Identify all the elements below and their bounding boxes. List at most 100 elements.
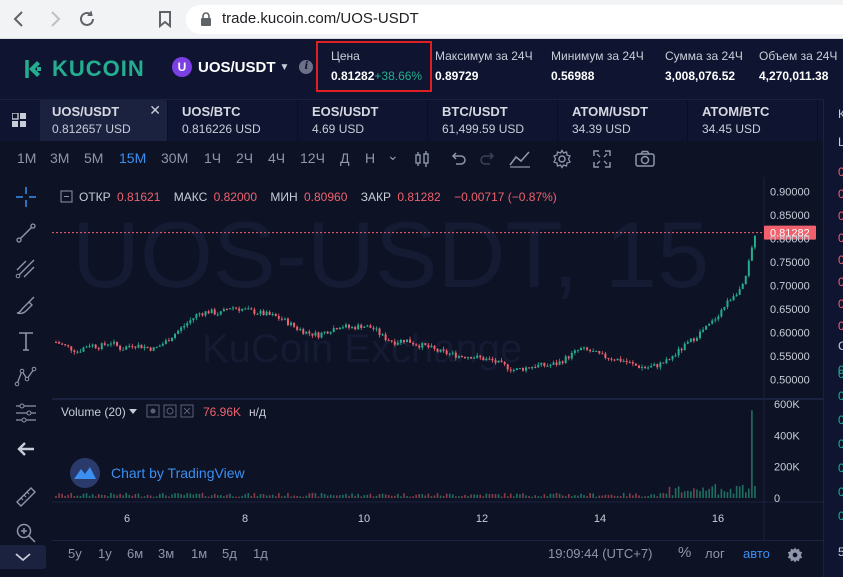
indicators-icon[interactable] [508, 149, 532, 169]
candle-body [561, 361, 564, 364]
bookmark-icon[interactable] [154, 8, 176, 30]
info-icon[interactable]: i [299, 60, 314, 74]
volume-bar [369, 493, 372, 498]
tab-atom-btc[interactable]: ATOM/BTC 34.45 USD [690, 100, 818, 142]
timeframe-30m[interactable]: 30М [161, 150, 189, 166]
volume-bar [561, 495, 564, 498]
address-bar[interactable]: trade.kucoin.com/UOS-USDT [186, 5, 843, 34]
volume-settings-icon[interactable] [163, 404, 177, 418]
range-1d[interactable]: 1д [253, 546, 268, 561]
trend-line-icon[interactable] [14, 221, 38, 245]
volume-bar [67, 494, 70, 498]
candle-body [164, 340, 167, 344]
timeframe-4h[interactable]: 4Ч [268, 150, 286, 166]
redo-icon[interactable] [478, 149, 498, 169]
candles-icon[interactable] [412, 149, 432, 169]
tab-eos-usdt[interactable]: EOS/USDT 4.69 USD [300, 100, 428, 142]
timeframe-day[interactable]: Д [340, 150, 350, 166]
range-5y[interactable]: 5y [68, 546, 82, 561]
candle-body [222, 308, 225, 312]
volume-bar [278, 493, 280, 498]
tab-uos-btc[interactable]: UOS/BTC 0.816226 USD [170, 100, 298, 142]
volume-bar [354, 495, 356, 498]
price-tick-label: 0.90000 [770, 187, 810, 199]
chart-background [52, 177, 823, 540]
candle-body [521, 368, 524, 371]
undo-icon[interactable] [448, 149, 468, 169]
back-icon[interactable] [8, 8, 30, 30]
auto-toggle[interactable]: авто [743, 546, 770, 561]
percent-toggle[interactable]: % [678, 544, 692, 561]
timeframe-5m[interactable]: 5М [84, 150, 104, 166]
reload-icon[interactable] [76, 8, 98, 30]
range-3m[interactable]: 3м [158, 546, 175, 561]
volume-bar [110, 492, 112, 498]
timeframe-12h[interactable]: 12Ч [300, 150, 325, 166]
candle-body [109, 343, 112, 345]
settings-gear-icon[interactable] [552, 149, 572, 169]
tab-uos-usdt[interactable]: UOS/USDT 0.812657 USD ✕ [40, 100, 168, 142]
pitchfork-icon[interactable] [14, 257, 38, 281]
candles-group [55, 234, 756, 373]
candle-body [128, 345, 131, 347]
candle-body [338, 327, 341, 330]
volume-bar [165, 495, 167, 498]
collapse-toolbar-button[interactable] [0, 545, 46, 569]
timeframe-1h[interactable]: 1Ч [204, 150, 222, 166]
volume-bar [284, 495, 286, 498]
volume-eye-icon[interactable] [146, 404, 160, 418]
log-toggle[interactable]: лог [705, 546, 725, 561]
volume-bar [189, 493, 192, 498]
price-tick-label: 0.55000 [770, 351, 810, 363]
volume-bar [513, 496, 515, 498]
volume-bar [253, 492, 256, 498]
camera-icon[interactable] [634, 149, 656, 169]
arrow-left-icon[interactable] [14, 437, 38, 461]
timeframe-2h[interactable]: 2Ч [236, 150, 254, 166]
layout-grid-icon[interactable] [12, 113, 26, 127]
timeframe-1m[interactable]: 1М [17, 150, 37, 166]
close-icon[interactable]: ✕ [149, 102, 161, 118]
tradingview-badge[interactable]: Chart by TradingView [70, 458, 245, 488]
volume-remove-icon[interactable] [180, 404, 194, 418]
range-1y[interactable]: 1y [98, 546, 112, 561]
volume-caret-icon[interactable] [129, 409, 137, 414]
text-tool-icon[interactable] [14, 329, 38, 353]
candle-body [216, 314, 219, 316]
tab-atom-usdt[interactable]: ATOM/USDT 34.39 USD [560, 100, 688, 142]
price-tick-label: 0.85000 [770, 210, 810, 222]
kucoin-logo[interactable]: KUCOIN [20, 55, 145, 83]
timeframe-week[interactable]: Н [365, 150, 376, 166]
tab-btc-usdt[interactable]: BTC/USDT 61,499.59 USD [430, 100, 558, 142]
ruler-icon[interactable] [14, 485, 38, 509]
price-chart[interactable]: UOS-USDT, 15 KuCoin Exchange 0.81282 0.9… [52, 177, 823, 540]
pattern-icon[interactable] [14, 365, 38, 389]
chart-settings-gear-icon[interactable] [786, 546, 804, 564]
clock-time[interactable]: 19:09:44 (UTC+7) [548, 546, 653, 561]
volume-bar [625, 496, 628, 498]
range-6m[interactable]: 6м [127, 546, 144, 561]
close-value: 0.81282 [397, 190, 441, 204]
candle-body [634, 363, 637, 366]
volume-bar [519, 494, 521, 498]
candle-body [665, 359, 668, 364]
zoom-in-icon[interactable] [14, 521, 38, 545]
candle-body [647, 367, 650, 369]
fullscreen-icon[interactable] [592, 149, 612, 169]
fib-icon[interactable] [14, 401, 38, 425]
pair-selector[interactable]: U UOS/USDT ▼ i [172, 57, 314, 77]
timeframe-15m[interactable]: 15М [119, 150, 147, 166]
timeframe-more-icon[interactable]: ⌄ [387, 147, 399, 163]
candle-body [296, 326, 299, 330]
forward-icon[interactable] [44, 8, 66, 30]
brush-icon[interactable] [14, 293, 38, 317]
range-5d[interactable]: 5д [222, 546, 237, 561]
candle-body [314, 332, 317, 336]
collapse-legend-icon[interactable] [60, 190, 73, 203]
range-1m[interactable]: 1м [191, 546, 208, 561]
candle-body [256, 313, 259, 315]
timeframe-3m[interactable]: 3М [50, 150, 70, 166]
candle-body [247, 308, 250, 310]
crosshair-icon[interactable] [14, 185, 38, 209]
